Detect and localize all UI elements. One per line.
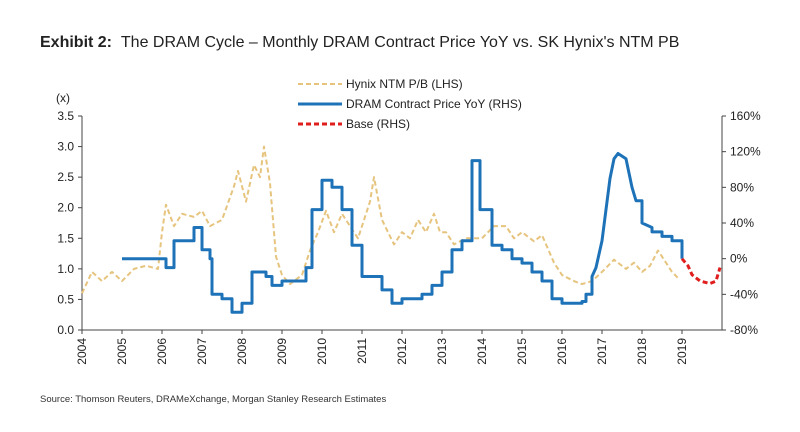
x-tick-label: 2012 [395,338,409,365]
legend-label: Hynix NTM P/B (LHS) [346,77,463,91]
x-tick-label: 2011 [355,338,369,364]
legend-label: Base (RHS) [346,117,410,131]
right-tick-label: -80% [730,323,758,337]
left-tick-label: 2.0 [57,201,74,215]
right-tick-label: 80% [730,180,754,194]
x-tick-label: 2005 [115,338,129,365]
x-tick-label: 2013 [435,338,449,365]
legend-label: DRAM Contract Price YoY (RHS) [346,97,522,111]
pb-line [81,145,679,294]
left-tick-label: 1.5 [57,231,74,245]
right-tick-label: -40% [730,287,758,301]
title-text: The DRAM Cycle – Monthly DRAM Contract P… [120,34,680,51]
chart-title: Exhibit 2: The DRAM Cycle – Monthly DRAM… [40,34,679,52]
left-tick-label: 0.5 [57,292,74,306]
base-line [680,257,722,286]
x-tick-label: 2016 [555,338,569,365]
x-tick-label: 2019 [675,338,689,365]
x-tick-label: 2004 [75,338,89,365]
left-tick-label: 3.0 [57,140,74,154]
x-tick-label: 2014 [475,338,489,365]
dram-line [122,152,684,314]
x-tick-label: 2010 [315,338,329,365]
x-tick-label: 2017 [595,338,609,365]
x-tick-label: 2006 [155,338,169,365]
x-tick-label: 2007 [195,338,209,365]
left-tick-label: 0.0 [57,323,74,337]
right-tick-label: 40% [730,216,754,230]
source-note: Source: Thomson Reuters, DRAMeXchange, M… [40,394,387,405]
left-axis-unit: (x) [56,91,70,105]
right-tick-label: 0% [730,252,748,266]
right-tick-label: 120% [730,145,761,159]
x-tick-label: 2008 [235,338,249,365]
right-tick-label: 160% [730,109,761,123]
x-tick-label: 2015 [515,338,529,365]
exhibit-label: Exhibit 2: [40,34,113,51]
x-tick-label: 2009 [275,338,289,365]
left-tick-label: 1.0 [57,262,74,276]
left-tick-label: 3.5 [57,109,74,123]
x-tick-label: 2018 [635,338,649,365]
left-tick-label: 2.5 [57,170,74,184]
